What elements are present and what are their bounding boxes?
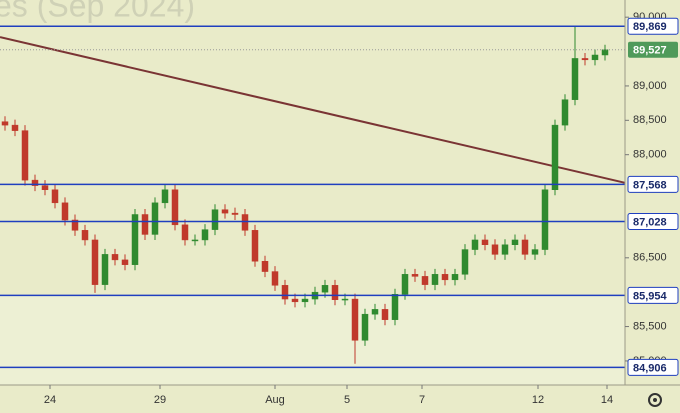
- candle-body: [231, 212, 239, 215]
- level-label: 89,869: [633, 21, 667, 33]
- candle-body: [521, 239, 529, 255]
- candle-body: [41, 185, 49, 190]
- level-label: 87,568: [633, 179, 667, 191]
- candle-body: [21, 130, 29, 181]
- candle-body: [581, 58, 589, 61]
- x-tick-label: Aug: [265, 394, 285, 406]
- y-tick-label: 89,000: [633, 80, 667, 92]
- candle-body: [341, 298, 349, 301]
- y-tick-label: 86,500: [633, 252, 667, 264]
- level-box: [627, 17, 679, 35]
- zone: [0, 295, 625, 385]
- candle-body: [411, 274, 419, 277]
- last-price-box: [628, 41, 678, 58]
- candle-body: [281, 285, 289, 300]
- level-box: [627, 358, 679, 376]
- candle-body: [91, 239, 99, 285]
- candle-body: [531, 249, 539, 255]
- candle-body: [201, 229, 209, 241]
- candle-body: [261, 261, 269, 272]
- level-box: [627, 175, 679, 193]
- x-tick-label: 29: [154, 394, 166, 406]
- candle-body: [131, 214, 139, 265]
- candle-body: [371, 309, 379, 315]
- candle-body: [551, 124, 559, 190]
- level-label: 84,906: [633, 362, 667, 374]
- candle-body: [211, 209, 219, 230]
- candle-body: [171, 189, 179, 226]
- candle-body: [461, 249, 469, 275]
- candle-body: [141, 214, 149, 235]
- gear-hub[interactable]: [653, 398, 657, 402]
- candle-body: [601, 49, 609, 56]
- candle-body: [561, 99, 569, 126]
- candle-body: [501, 244, 509, 255]
- candle-body: [421, 276, 429, 285]
- candle-body: [71, 219, 79, 231]
- level-box: [627, 286, 679, 304]
- candle-body: [221, 209, 229, 214]
- x-tick-label: 14: [601, 394, 613, 406]
- candle-body: [51, 189, 59, 204]
- level-label: 87,028: [633, 216, 667, 228]
- y-tick-label: 88,500: [633, 114, 667, 126]
- candle-body: [351, 298, 359, 341]
- candle-body: [331, 285, 339, 300]
- chart-title: es (Sep 2024): [0, 0, 195, 23]
- candle-body: [251, 230, 259, 262]
- candle-body: [491, 244, 499, 255]
- x-tick-label: 5: [344, 394, 350, 406]
- candle-body: [111, 254, 119, 261]
- candle-body: [151, 202, 159, 235]
- level-label: 85,954: [633, 290, 668, 302]
- candle-body: [591, 54, 599, 61]
- candle-body: [511, 239, 519, 245]
- candle-body: [1, 121, 9, 126]
- candle-body: [271, 271, 279, 286]
- last-price-label: 89,527: [633, 45, 667, 57]
- candle-body: [291, 298, 299, 303]
- candle-body: [61, 202, 69, 221]
- candle-body: [321, 285, 329, 293]
- candle-body: [241, 214, 249, 231]
- candle-body: [101, 254, 109, 285]
- candle-body: [481, 239, 489, 245]
- candle-body: [301, 298, 309, 303]
- candle-body: [81, 230, 89, 241]
- candle-body: [441, 274, 449, 281]
- candle-body: [451, 274, 459, 281]
- candle-body: [11, 124, 19, 131]
- candle-body: [191, 239, 199, 242]
- y-tick-label: 88,000: [633, 149, 667, 161]
- candle-body: [571, 58, 579, 100]
- x-tick-label: 24: [44, 394, 56, 406]
- candle-body: [31, 179, 39, 186]
- candle-body: [431, 274, 439, 285]
- candle-body: [161, 189, 169, 204]
- trend-line: [0, 36, 626, 184]
- candle-body: [471, 239, 479, 250]
- candle-body: [121, 259, 129, 265]
- level-box: [627, 213, 679, 231]
- settings-icon[interactable]: [648, 393, 662, 407]
- candle-body: [541, 189, 549, 250]
- y-tick-label: 85,500: [633, 320, 667, 332]
- candle-body: [361, 313, 369, 341]
- candle-body: [401, 274, 409, 295]
- x-tick-label: 7: [419, 394, 425, 406]
- x-tick-label: 12: [532, 394, 544, 406]
- gear[interactable]: [648, 393, 662, 407]
- candle-body: [391, 294, 399, 320]
- candle-body: [181, 224, 189, 241]
- candle-body: [381, 309, 389, 320]
